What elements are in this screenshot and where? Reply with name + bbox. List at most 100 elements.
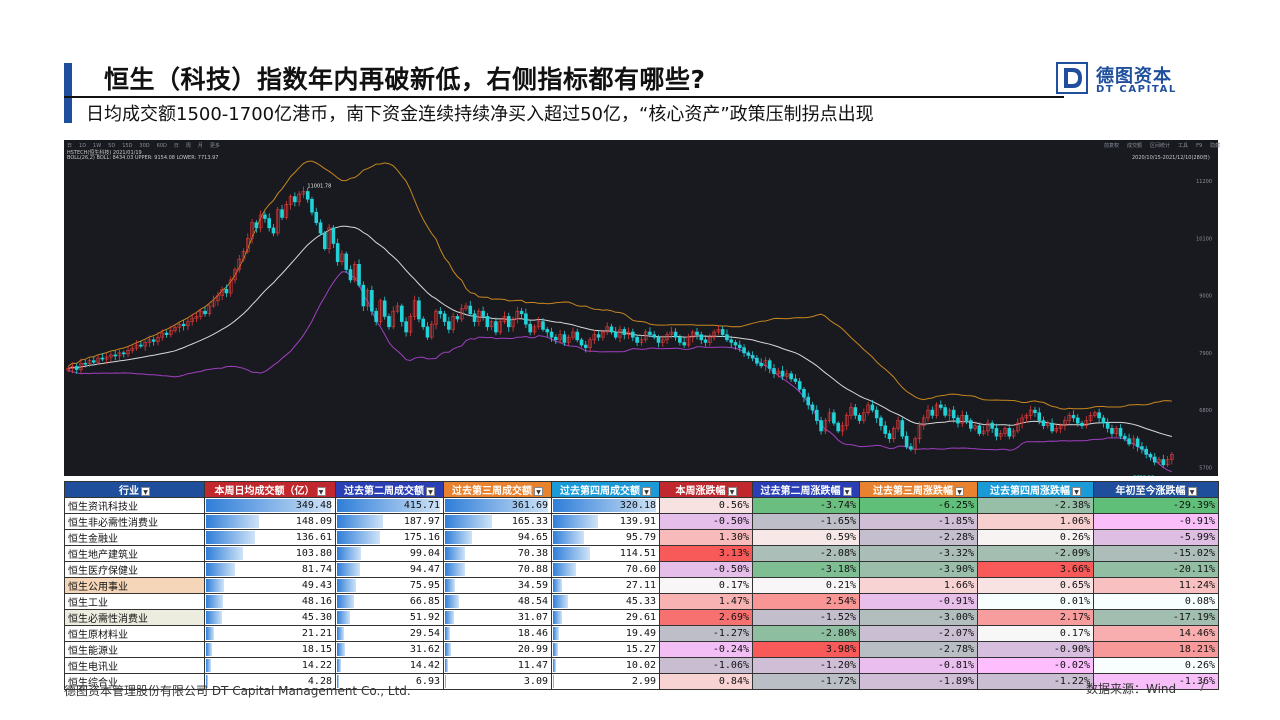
table-header-2[interactable]: 过去第二周成交额 ▼ <box>335 481 444 498</box>
volume-cell: 18.15 <box>204 641 336 658</box>
change-cell: 3.13% <box>659 545 753 562</box>
volume-data-bar <box>337 499 440 512</box>
chart-period-6[interactable]: 60D <box>156 143 167 149</box>
candle-body <box>1080 422 1084 427</box>
volume-data-bar <box>206 611 223 624</box>
filter-dropdown-icon[interactable]: ▼ <box>426 486 435 496</box>
change-cell: -15.02% <box>1093 545 1219 562</box>
volume-data-bar <box>337 579 356 592</box>
volume-data-bar <box>337 547 362 560</box>
chart-period-5[interactable]: 30D <box>139 143 150 149</box>
candle-body <box>1028 409 1033 416</box>
candle-body <box>1101 417 1106 424</box>
chart-period-10[interactable]: 更多 <box>209 143 220 149</box>
candlestick-chart-panel[interactable]: 日 1D 1W 5D 15D 30D 60D 日周月更多 HSTECH(恒生科技) 2021/… <box>64 140 1220 476</box>
candle-body <box>566 336 571 343</box>
candle-body <box>686 336 691 346</box>
candle-body <box>87 360 92 365</box>
change-cell: 0.84% <box>659 673 753 690</box>
chart-period-9[interactable]: 月 <box>197 143 203 149</box>
filter-dropdown-icon[interactable]: ▼ <box>1187 486 1197 496</box>
filter-dropdown-icon[interactable]: ▼ <box>727 486 737 496</box>
candle-body <box>203 310 207 315</box>
cell-value: 0.59% <box>825 532 856 543</box>
candle-body <box>310 198 314 213</box>
chart-period-toolbar[interactable]: 日 1D 1W 5D 15D 30D 60D 日周月更多 <box>67 142 227 149</box>
candle-body <box>198 310 203 317</box>
volume-data-bar <box>206 563 236 576</box>
y-tick-label: 6800 <box>1199 408 1212 414</box>
chart-period-4[interactable]: 15D <box>122 143 133 149</box>
cell-value: -3.00% <box>937 612 974 623</box>
cell-value: 4.28 <box>307 676 332 687</box>
volume-data-bar <box>445 611 454 624</box>
chart-period-7[interactable]: 日 <box>173 143 179 149</box>
candle-body <box>447 321 451 330</box>
candle-body <box>169 330 173 335</box>
candle-body <box>442 313 447 322</box>
chart-period-3[interactable]: 5D <box>108 143 116 149</box>
chart-period-8[interactable]: 周 <box>185 143 191 149</box>
candle-body <box>981 430 986 434</box>
cell-value: -1.36% <box>1178 676 1215 687</box>
candlestick-chart[interactable]: 11200 10100 9000 7900 6800 5700 11001.78 5710.1… <box>64 140 1218 476</box>
volume-data-bar <box>206 515 259 528</box>
change-cell: -2.80% <box>752 625 860 642</box>
candle-body <box>695 331 699 335</box>
candle-body <box>216 295 220 302</box>
table-header-1[interactable]: 本周日均成交额（亿） ▼ <box>204 481 336 498</box>
table-header-3[interactable]: 过去第三周成交额 ▼ <box>443 481 552 498</box>
volume-data-bar <box>553 563 576 576</box>
cell-value: 81.74 <box>301 564 332 575</box>
table-header-4[interactable]: 过去第四周成交额 ▼ <box>551 481 660 498</box>
candle-body <box>930 409 935 416</box>
change-cell: -1.52% <box>752 609 860 626</box>
cell-value: 18.21% <box>1178 644 1215 655</box>
filter-dropdown-icon[interactable]: ▼ <box>955 486 964 496</box>
change-cell: 0.26% <box>977 529 1094 546</box>
volume-data-bar <box>445 531 472 544</box>
cell-value: 20.99 <box>517 644 548 655</box>
footer-source: 数据来源：Wind <box>1086 682 1177 696</box>
table-header-7[interactable]: 过去第三周涨跌幅 ▼ <box>859 481 978 498</box>
filter-dropdown-icon[interactable]: ▼ <box>642 486 651 496</box>
cell-value: 45.30 <box>301 612 332 623</box>
cell-value: 29.54 <box>409 628 440 639</box>
candle-body <box>879 417 883 427</box>
chart-tool-2[interactable]: 区间统计 <box>1150 143 1171 149</box>
filter-dropdown-icon[interactable]: ▼ <box>534 486 543 496</box>
cell-value: -1.89% <box>937 676 974 687</box>
candle-body <box>742 347 746 354</box>
cell-value: 27.11 <box>625 580 656 591</box>
chart-tool-3[interactable]: 工具 <box>1178 143 1189 149</box>
change-cell: -1.89% <box>859 673 978 690</box>
chart-tool-0[interactable]: 前复权 <box>1104 143 1120 149</box>
volume-cell: 2.99 <box>551 673 660 690</box>
chart-tool-5[interactable]: 隐藏 <box>1210 143 1221 149</box>
chart-tool-4[interactable]: F9 <box>1196 143 1203 149</box>
candle-body <box>494 321 498 333</box>
table-header-8[interactable]: 过去第四周涨跌幅 ▼ <box>977 481 1094 498</box>
candle-body <box>524 313 528 325</box>
cell-value: 0.84% <box>718 676 749 687</box>
filter-dropdown-icon[interactable]: ▼ <box>1072 486 1081 496</box>
table-header-9[interactable]: 年初至今涨跌幅 ▼ <box>1093 481 1219 498</box>
chart-tool-1[interactable]: 成交额 <box>1127 143 1143 149</box>
chart-right-tools[interactable]: 前复权 成交额 区间统计 工具 F9 隐藏 <box>1104 142 1228 149</box>
candle-body <box>147 339 152 343</box>
table-header-0[interactable]: 行业 ▼ <box>64 481 205 498</box>
filter-dropdown-icon[interactable]: ▼ <box>316 486 326 496</box>
table-header-6[interactable]: 过去第二周涨跌幅 ▼ <box>752 481 860 498</box>
chart-period-0[interactable]: 日 <box>67 143 73 149</box>
table-header-5[interactable]: 本周涨跌幅 ▼ <box>659 481 753 498</box>
industry-name-cell: 恒生电讯业 <box>64 657 205 674</box>
chart-period-2[interactable]: 1W <box>93 143 102 149</box>
candle-body <box>130 347 135 351</box>
candle-body <box>1097 412 1101 419</box>
candle-body <box>652 334 657 338</box>
filter-dropdown-icon[interactable]: ▼ <box>141 486 150 496</box>
cell-value: 94.65 <box>517 532 548 543</box>
candle-body <box>1003 428 1007 434</box>
filter-dropdown-icon[interactable]: ▼ <box>842 486 852 496</box>
chart-period-1[interactable]: 1D <box>79 143 87 149</box>
